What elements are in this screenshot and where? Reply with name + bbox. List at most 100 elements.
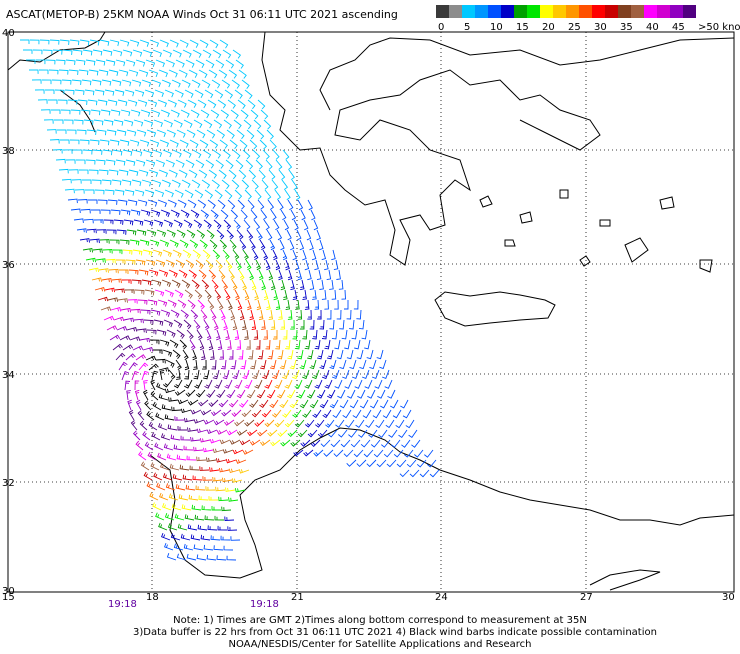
wind-barb	[289, 359, 297, 370]
wind-barb	[327, 429, 338, 438]
wind-barb	[92, 248, 103, 254]
wind-barb	[41, 79, 52, 85]
wind-barb	[196, 329, 203, 341]
wind-barb	[189, 465, 200, 471]
wind-barb	[149, 239, 160, 247]
wind-barb	[373, 449, 384, 458]
wind-barb	[184, 189, 194, 199]
wind-barb	[314, 299, 320, 310]
wind-barb	[225, 159, 234, 169]
wind-barb	[193, 369, 200, 380]
wind-barb	[97, 296, 109, 302]
wind-barb	[154, 89, 164, 98]
wind-barb	[273, 219, 280, 231]
wind-barb	[94, 89, 105, 96]
wind-barb	[249, 239, 256, 250]
coastline	[261, 31, 735, 266]
wind-barb	[285, 259, 290, 271]
wind-barb	[276, 229, 283, 241]
wind-barb	[287, 429, 298, 438]
wind-barb	[224, 289, 231, 301]
wind-barb	[391, 439, 401, 448]
wind-barb	[294, 419, 305, 428]
wind-barb	[98, 169, 109, 175]
wind-barb	[251, 319, 257, 331]
wind-barb	[55, 158, 66, 164]
wind-barb	[347, 389, 356, 399]
wind-barb	[146, 482, 156, 491]
wind-barb	[152, 49, 162, 58]
wind-barb	[381, 439, 391, 448]
wind-barb	[409, 469, 420, 478]
wind-barb	[59, 39, 70, 45]
wind-barb	[101, 179, 112, 185]
wind-barb	[140, 461, 150, 471]
wind-barb	[364, 379, 373, 389]
wind-barb	[91, 179, 102, 185]
wind-barb	[162, 49, 172, 58]
wind-barb	[125, 159, 136, 167]
wind-barb	[150, 309, 161, 316]
islands	[479, 189, 713, 273]
map-frame	[7, 31, 735, 593]
crete	[434, 291, 556, 327]
wind-barb	[140, 309, 151, 315]
wind-barb	[228, 269, 235, 280]
wind-barb	[114, 189, 125, 196]
wind-barb	[177, 299, 187, 309]
wind-barb	[227, 299, 233, 311]
wind-barb	[231, 179, 240, 190]
wind-barb	[236, 429, 248, 436]
wind-barb	[411, 439, 421, 448]
wind-barb	[383, 449, 394, 458]
wind-barb	[334, 339, 341, 350]
wind-barb	[55, 59, 66, 65]
wind-barb	[224, 516, 235, 521]
wind-barb	[159, 139, 169, 148]
wind-barb	[174, 389, 186, 396]
wind-barb	[215, 486, 226, 492]
wind-barb	[269, 399, 279, 409]
wind-barb	[167, 299, 177, 308]
wind-barb	[297, 389, 306, 399]
wind-barb	[218, 496, 229, 502]
wind-barb	[349, 359, 357, 370]
wind-barb	[173, 219, 183, 228]
wind-barb	[126, 327, 138, 332]
wind-barb	[102, 149, 113, 156]
wind-barb	[270, 209, 277, 221]
wind-barb	[292, 369, 300, 380]
wind-barb	[185, 484, 196, 491]
wind-barb	[239, 139, 248, 150]
wind-barb	[208, 399, 219, 407]
wind-barb	[160, 309, 171, 317]
wind-barb	[153, 219, 164, 227]
wind-barb	[204, 289, 212, 300]
wind-barb	[140, 109, 151, 117]
wind-barb	[313, 449, 324, 457]
wind-barb	[66, 129, 77, 135]
wind-barb	[178, 69, 188, 78]
wind-barb	[165, 483, 176, 491]
wind-barb	[233, 219, 241, 230]
wind-barb	[209, 438, 221, 444]
wind-barb	[269, 139, 277, 150]
wind-barb	[103, 315, 115, 321]
wind-barb	[229, 439, 241, 445]
wind-barb	[176, 329, 185, 339]
legend-label: >50 knots	[698, 22, 740, 33]
wind-barb	[210, 349, 215, 360]
wind-barb	[247, 99, 256, 110]
wind-barb	[230, 109, 239, 119]
wind-barb	[192, 249, 201, 259]
wind-barb	[195, 59, 205, 69]
wind-barb	[213, 119, 223, 129]
wind-barb	[166, 229, 176, 238]
wind-barb	[68, 169, 79, 174]
wind-barb	[307, 269, 312, 281]
wind-barb	[232, 449, 244, 455]
wind-barb	[135, 399, 142, 411]
wind-barb	[88, 169, 99, 175]
wind-barb	[169, 339, 179, 349]
wind-barb	[292, 289, 298, 301]
